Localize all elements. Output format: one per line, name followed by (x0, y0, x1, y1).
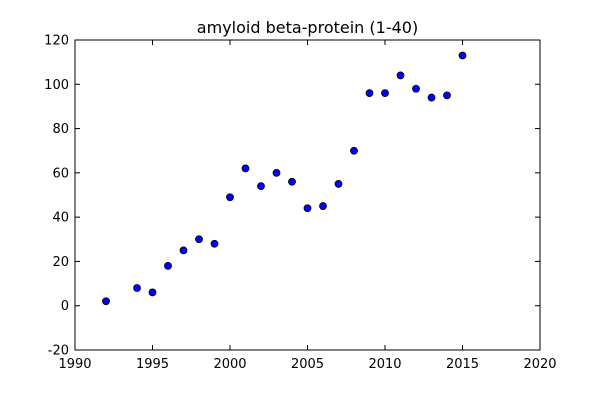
data-point (427, 93, 436, 102)
data-point (179, 246, 188, 255)
data-point (319, 202, 327, 210)
x-tick-label: 2015 (446, 357, 479, 372)
data-point (102, 297, 110, 306)
data-point (334, 180, 343, 188)
data-point (272, 168, 281, 177)
y-axis: -20 0 20 40 60 80 100 120 (44, 34, 540, 359)
x-tick-label: 1995 (136, 357, 169, 372)
data-point (226, 193, 234, 202)
data-point (396, 71, 405, 80)
chart-title: amyloid beta-protein (1-40) (197, 18, 418, 37)
y-tick-label: 100 (44, 78, 69, 93)
y-tick-label: 60 (52, 166, 69, 181)
y-tick-label: 120 (44, 34, 69, 49)
data-point (350, 146, 358, 155)
x-tick-label: 1990 (58, 357, 91, 372)
data-point (148, 288, 157, 297)
data-point (458, 51, 467, 60)
data-points (102, 51, 467, 306)
y-tick-label: 20 (52, 255, 69, 270)
y-tick-label: 80 (52, 122, 69, 137)
plot-frame (74, 39, 541, 351)
data-point (303, 204, 312, 213)
data-point (164, 261, 172, 270)
x-tick-label: 2010 (368, 357, 401, 372)
data-point (195, 235, 203, 244)
data-point (241, 164, 250, 173)
data-point (257, 182, 265, 191)
data-point (133, 284, 141, 292)
y-tick-label: -20 (48, 344, 69, 359)
data-point (381, 89, 389, 98)
data-point (412, 84, 420, 93)
data-point (210, 239, 219, 248)
x-tick-label: 2005 (291, 357, 324, 372)
data-point (443, 91, 451, 100)
data-point (288, 177, 296, 186)
x-tick-label: 2000 (213, 357, 246, 372)
data-point (365, 89, 374, 98)
x-tick-label: 2020 (523, 357, 556, 372)
y-tick-label: 40 (52, 211, 69, 226)
y-tick-label: 0 (61, 299, 69, 314)
